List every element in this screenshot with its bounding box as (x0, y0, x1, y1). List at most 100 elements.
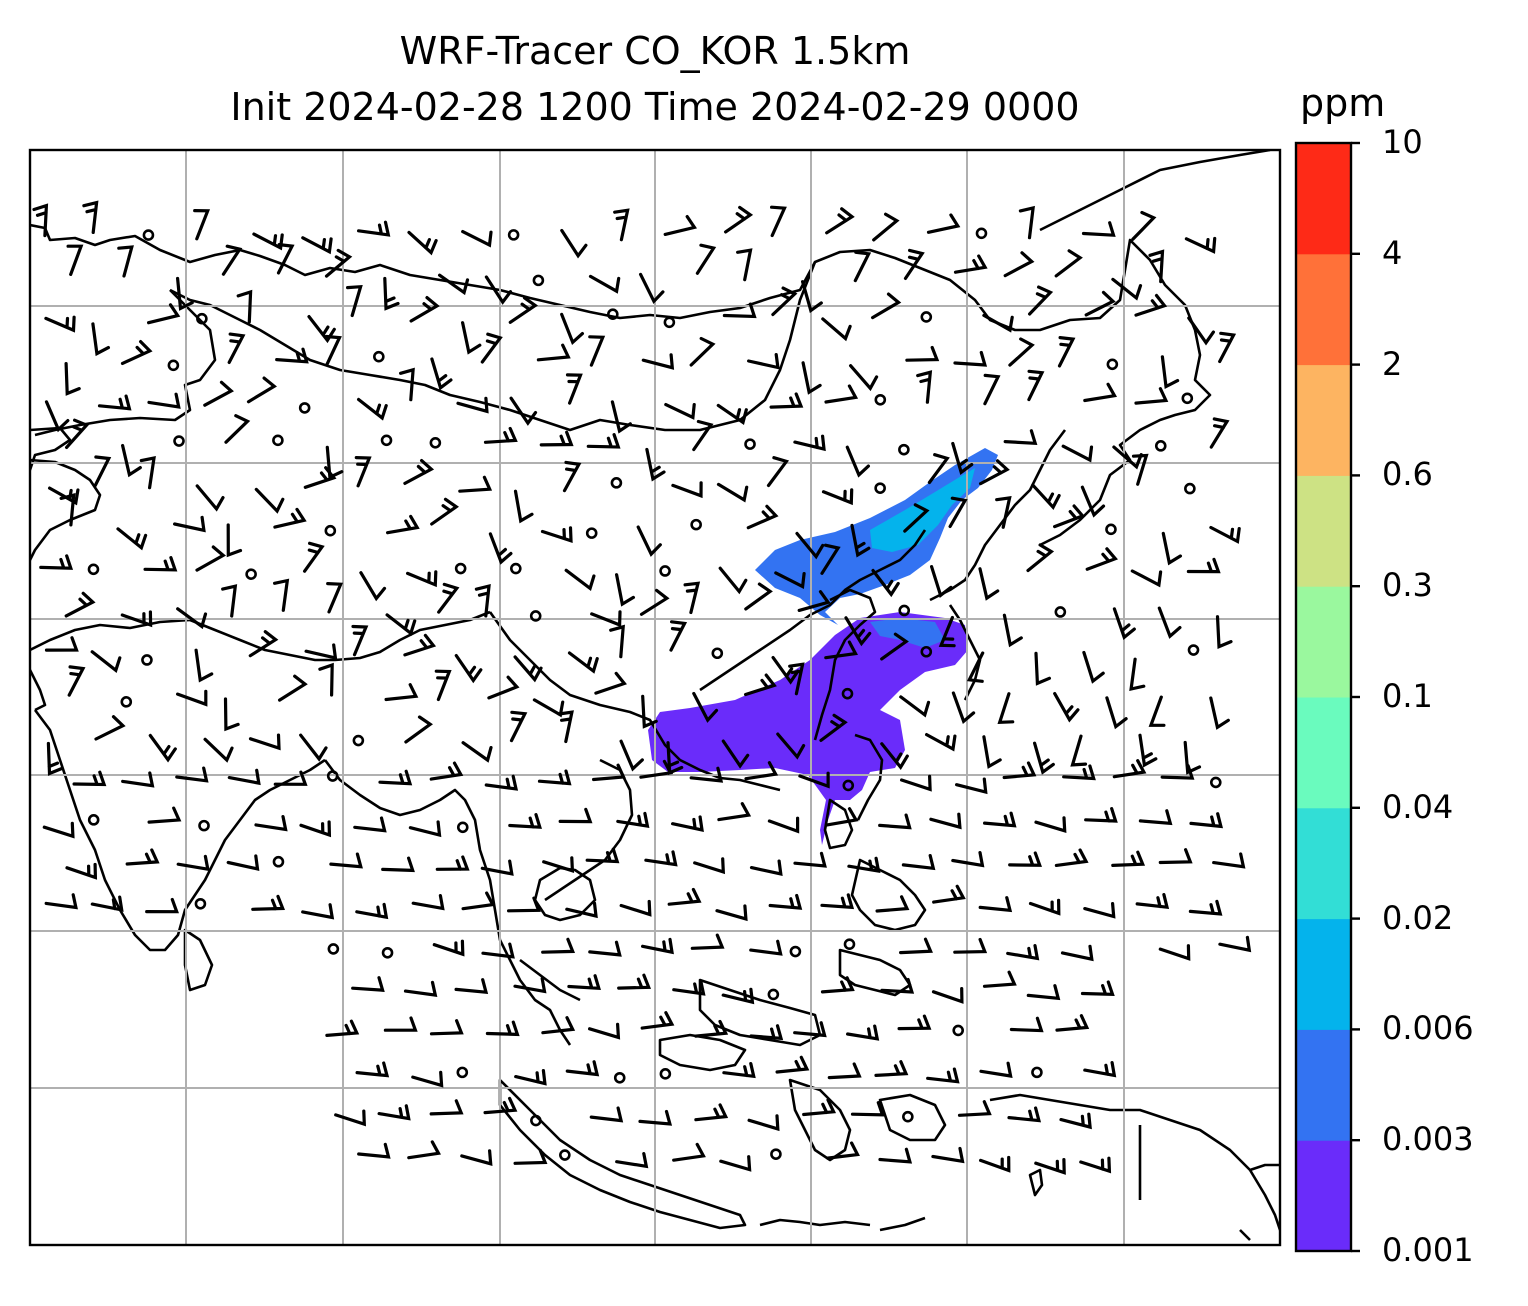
wind-barb (223, 697, 240, 732)
wind-barb (671, 815, 704, 832)
wind-barb (299, 733, 328, 762)
wind-barb (694, 1019, 729, 1038)
calm-wind-circle (659, 565, 671, 577)
calm-wind-circle (194, 897, 207, 910)
calm-wind-circle (952, 1024, 965, 1037)
wind-barb (850, 523, 871, 558)
calm-wind-circle (767, 988, 780, 1001)
wind-barb (1130, 569, 1163, 588)
wind-barb (639, 588, 670, 616)
wind-barb (121, 771, 155, 788)
wind-barb (719, 1155, 752, 1172)
calm-wind-circle (530, 1114, 542, 1127)
wind-barb (326, 582, 344, 614)
wind-barb (1212, 852, 1246, 869)
wind-barb (825, 207, 855, 235)
wind-barb (978, 896, 1013, 913)
wind-barb (430, 497, 459, 526)
wind-barb (1084, 807, 1118, 823)
wind-barb (588, 274, 621, 294)
wind-barb (774, 571, 806, 589)
wind-barb (847, 856, 881, 874)
wind-barb (1062, 764, 1096, 781)
wind-barb (776, 732, 806, 760)
wind-barb (1080, 485, 1106, 518)
wind-barb (430, 357, 453, 391)
wind-barb (565, 373, 583, 405)
wind-barb (1148, 695, 1166, 727)
wind-barb (456, 396, 489, 414)
wind-barb (64, 591, 96, 618)
wind-barb (461, 891, 496, 911)
wind-barb (1160, 764, 1195, 780)
wind-barb (461, 230, 493, 248)
wind-barb (683, 581, 701, 615)
wind-barb (1158, 848, 1193, 865)
wind-barb (872, 212, 900, 242)
wind-barb (1081, 221, 1116, 237)
wind-barb (1059, 1112, 1092, 1130)
calm-wind-circle (610, 477, 623, 489)
wind-barb (592, 763, 626, 782)
wind-barb (874, 1060, 909, 1077)
calm-wind-circle (529, 610, 542, 622)
wind-barb (1002, 613, 1023, 648)
colorbar-segment (1296, 364, 1351, 476)
wind-barb (303, 466, 337, 489)
wind-barb (399, 367, 415, 402)
wind-barb (562, 460, 582, 493)
calm-wind-circle (659, 1068, 672, 1080)
wind-barb (226, 854, 260, 871)
wind-barb (797, 590, 831, 612)
colorbar-segment (1296, 586, 1351, 698)
wind-barb (957, 1100, 992, 1117)
wind-barb (1002, 761, 1037, 780)
wind-barb (664, 403, 696, 420)
calm-wind-circle (1184, 482, 1196, 495)
wind-barb (767, 816, 800, 834)
wind-barb (672, 979, 706, 996)
wind-barb (793, 1021, 827, 1038)
wind-barb (147, 392, 181, 409)
wind-barb (1111, 850, 1146, 867)
wind-barb (1006, 944, 1040, 961)
wind-barb (692, 419, 714, 452)
wind-barb (619, 739, 644, 772)
wind-barb (329, 852, 363, 869)
wind-barb (307, 315, 336, 344)
calm-wind-circle (381, 946, 394, 959)
wind-barb (671, 481, 703, 499)
wind-barb (429, 1099, 464, 1116)
wind-barb (275, 347, 309, 364)
wind-barb (558, 807, 593, 824)
wind-barb (409, 296, 440, 323)
wind-barb (557, 710, 574, 744)
wind-barb (324, 248, 353, 278)
wind-barb (716, 482, 749, 503)
wind-barb (44, 315, 76, 333)
wind-barb (508, 813, 542, 829)
calm-wind-circle (196, 312, 208, 325)
wind-barb (640, 1011, 675, 1030)
wind-barb (951, 691, 976, 725)
wind-barb (1209, 417, 1230, 449)
wind-barb (850, 1101, 885, 1117)
wind-barb (480, 859, 514, 876)
wind-barb (1026, 543, 1055, 573)
wind-barb (514, 1069, 547, 1086)
wind-barb (251, 894, 286, 911)
wind-barb (639, 759, 674, 779)
calm-wind-circle (456, 1066, 469, 1079)
wind-barb (844, 616, 872, 647)
wind-barb (927, 453, 950, 485)
wind-barb (429, 761, 464, 781)
wind-barb (429, 1019, 464, 1036)
wind-barb (539, 430, 574, 447)
wind-barb (480, 332, 503, 364)
wind-barb (770, 205, 787, 238)
wind-barb (484, 774, 519, 791)
wind-barb (931, 987, 964, 1004)
wind-barb (724, 205, 754, 234)
wind-barb (203, 380, 234, 407)
calm-wind-circle (920, 311, 933, 323)
